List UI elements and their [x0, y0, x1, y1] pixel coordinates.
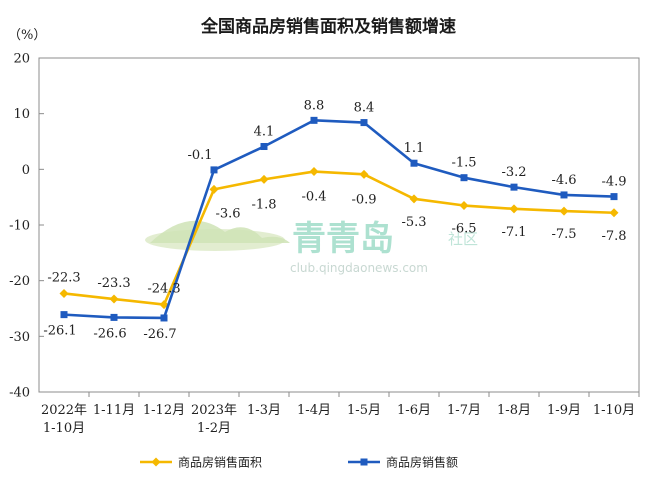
- watermark-suffix: 社区: [448, 230, 478, 248]
- series-point: [209, 184, 219, 194]
- series-point: [609, 208, 619, 218]
- data-label: -1.5: [451, 156, 476, 171]
- series-line: [63, 119, 615, 320]
- series-point: [309, 167, 319, 177]
- legend-label: 商品房销售面积: [178, 455, 262, 470]
- data-labels: -22.3 -23.3 -24.3 -3.6 -1.8 -0.4 -0.9 -5.3 -6.5 -…: [43, 98, 626, 342]
- x-tick-label: 1-10月: [43, 421, 85, 436]
- data-label: 1.1: [404, 141, 425, 156]
- series-point: [310, 116, 318, 124]
- y-tick-label: 0: [22, 163, 30, 178]
- x-tick-label: 1-9月: [547, 403, 581, 418]
- data-label: -6.5: [451, 222, 476, 237]
- x-tick-label: 2022年: [41, 403, 87, 418]
- data-label: -0.1: [187, 148, 212, 163]
- series-point: [59, 288, 69, 298]
- data-label: -3.6: [215, 206, 240, 221]
- series-point: [260, 143, 268, 151]
- series-point: [109, 294, 119, 304]
- legend-swatch-marker: [151, 457, 161, 467]
- series-point: [110, 313, 118, 321]
- x-tick-label: 1-8月: [497, 403, 531, 418]
- series-point: [159, 300, 169, 310]
- data-label: 4.1: [254, 125, 275, 140]
- series-point: [460, 174, 468, 182]
- legend-swatch-marker: [360, 458, 368, 466]
- data-label: -24.3: [147, 282, 180, 297]
- x-tick-label: 2023年: [191, 403, 237, 418]
- x-tick-label: 1-2月: [197, 421, 231, 436]
- data-label: -7.1: [501, 225, 526, 240]
- data-label: -26.1: [43, 324, 76, 339]
- watermark-url: club.qingdaonews.com: [290, 261, 428, 275]
- data-label: -7.5: [551, 227, 576, 242]
- x-axis: 2022年 1-10月 1-11月 1-12月 2023年 1-2月 1-3月 1-4月 1-5…: [41, 392, 640, 436]
- data-label: 8.8: [304, 98, 325, 113]
- series-point: [459, 201, 469, 211]
- x-tick-label: 1-3月: [247, 403, 281, 418]
- x-tick-label: 1-10月: [593, 403, 635, 418]
- y-tick-label: -30: [9, 330, 30, 345]
- data-label: -4.9: [601, 175, 626, 190]
- series-point: [610, 193, 618, 201]
- data-label: -0.4: [301, 190, 326, 205]
- series-point: [259, 174, 269, 184]
- x-tick-label: 1-7月: [447, 403, 481, 418]
- data-label: -3.2: [501, 165, 526, 180]
- series-point: [160, 314, 168, 322]
- x-tick-label: 1-5月: [347, 403, 381, 418]
- y-tick-label: -10: [9, 219, 30, 234]
- series-point: [510, 183, 518, 191]
- data-label: -26.6: [93, 326, 126, 341]
- series-point: [60, 311, 68, 319]
- series-point: [410, 159, 418, 167]
- series-point: [210, 166, 218, 174]
- watermark-brand: 青青岛: [292, 219, 394, 259]
- x-tick-label: 1-4月: [297, 403, 331, 418]
- series-point: [559, 206, 569, 216]
- x-tick-label: 1-6月: [397, 403, 431, 418]
- data-label: 8.4: [354, 101, 375, 116]
- data-label: -26.7: [143, 327, 176, 342]
- y-tick-label: 10: [13, 107, 30, 122]
- chart-title: 全国商品房销售面积及销售额增速: [201, 17, 456, 37]
- x-tick-label: 1-12月: [143, 403, 185, 418]
- watermark: 青青岛 社区 club.qingdaonews.com: [145, 219, 478, 275]
- series-point: [360, 119, 368, 127]
- series-point: [509, 204, 519, 214]
- data-label: -4.6: [551, 173, 576, 188]
- series-point: [560, 191, 568, 199]
- y-tick-label: -40: [9, 386, 30, 401]
- data-label: -7.8: [601, 229, 626, 244]
- legend-label: 商品房销售额: [386, 455, 458, 470]
- x-tick-label: 1-11月: [93, 403, 135, 418]
- legend: 商品房销售面积 商品房销售额: [140, 455, 458, 470]
- series-line: [63, 170, 615, 306]
- watermark-mountain-icon: [150, 220, 290, 243]
- data-label: -0.9: [351, 192, 376, 207]
- series-point: [359, 169, 369, 179]
- data-label: -5.3: [401, 215, 426, 230]
- data-label: -23.3: [97, 276, 130, 291]
- y-tick-label: 20: [13, 52, 30, 67]
- y-tick-label: -20: [9, 274, 30, 289]
- y-axis-unit: （%）: [8, 28, 46, 43]
- series-layer: [59, 116, 619, 322]
- y-axis: 20 10 0 -10 -20 -30 -40: [9, 52, 44, 401]
- data-label: -1.8: [251, 197, 276, 212]
- series-point: [409, 194, 419, 204]
- data-label: -22.3: [47, 270, 80, 285]
